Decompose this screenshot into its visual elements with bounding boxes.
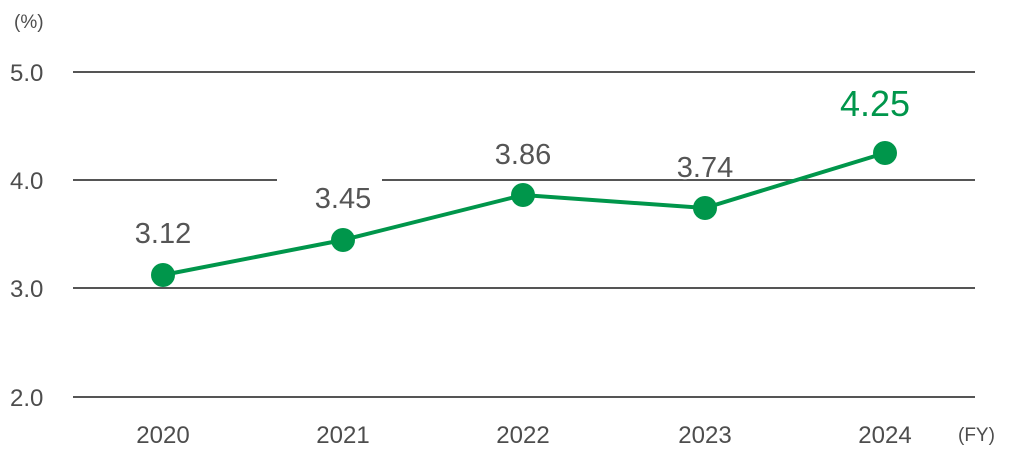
data-label-highlight: 4.25 (840, 83, 910, 124)
x-tick: 2022 (496, 422, 549, 449)
data-label: 3.74 (677, 152, 733, 184)
y-tick: 5.0 (10, 60, 43, 87)
data-point (331, 228, 355, 252)
x-tick: 2024 (858, 422, 911, 449)
gridlines (73, 71, 975, 398)
x-tick-labels: 2020 2021 2022 2023 2024 (FY) (136, 422, 995, 449)
data-point (511, 183, 535, 207)
y-tick-labels: 5.0 4.0 3.0 2.0 (10, 60, 43, 412)
x-tick: 2020 (136, 422, 189, 449)
data-point (151, 263, 175, 287)
data-point (693, 196, 717, 220)
y-tick: 2.0 (10, 385, 43, 412)
y-tick: 4.0 (10, 168, 43, 195)
y-axis-unit: (%) (14, 12, 44, 33)
data-label: 3.86 (495, 139, 551, 171)
x-tick: 2023 (678, 422, 731, 449)
series-line (151, 141, 897, 287)
data-label: 3.45 (315, 183, 371, 215)
x-tick: 2021 (316, 422, 369, 449)
data-labels: 3.12 3.45 3.86 3.74 4.25 (135, 83, 910, 250)
x-axis-unit: (FY) (958, 425, 995, 446)
y-tick: 3.0 (10, 276, 43, 303)
data-point (873, 141, 897, 165)
data-label: 3.12 (135, 218, 191, 250)
